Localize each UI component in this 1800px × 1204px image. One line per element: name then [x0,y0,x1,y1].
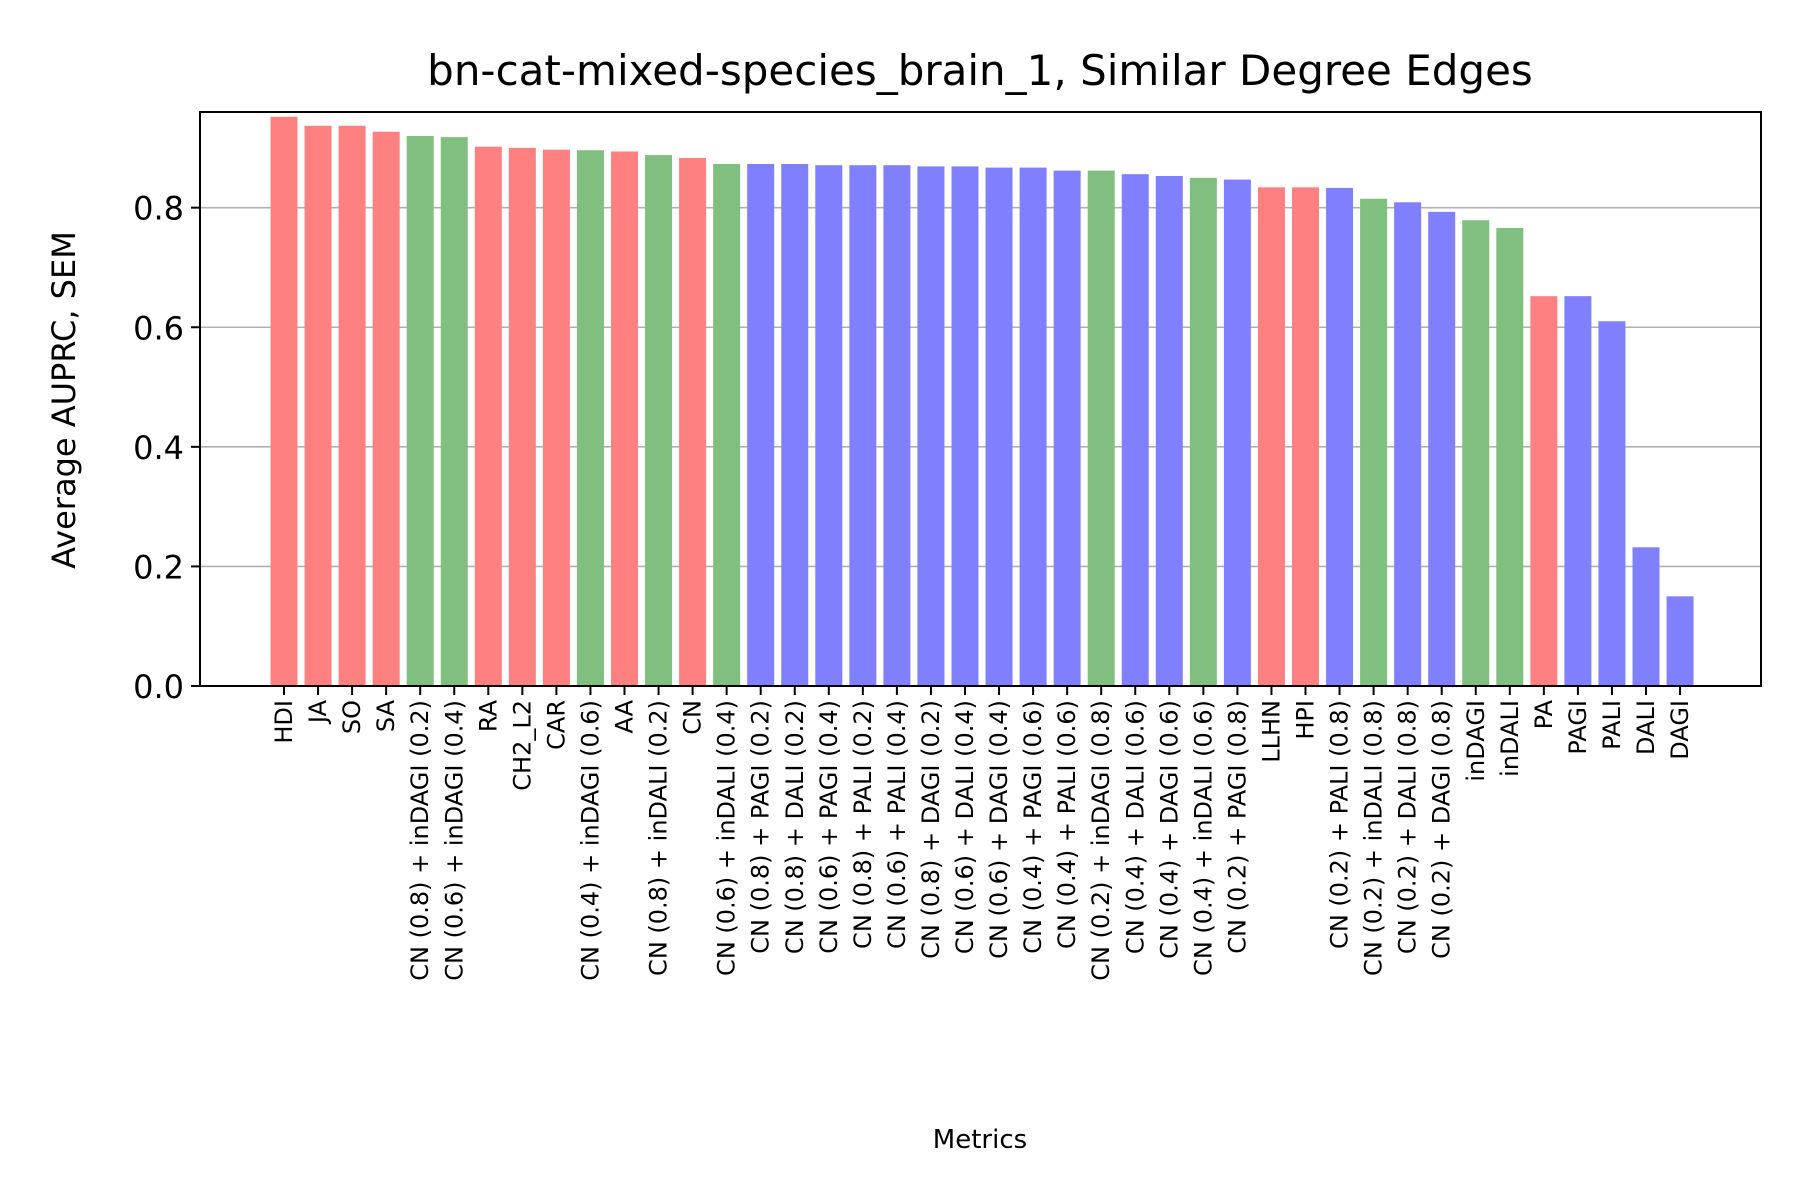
bar [849,165,877,686]
bar [1632,547,1660,686]
y-tick-label: 0.2 [133,548,184,586]
x-tick-label: CN (0.4) + inDALI (0.6) [1189,700,1217,976]
x-tick-label: DALI [1632,700,1660,755]
bar [747,164,775,687]
x-tick-label: CN (0.4) + DAGI (0.6) [1155,700,1183,959]
x-tick-label: JA [304,699,332,725]
bar [1223,179,1251,687]
bar [1121,174,1149,686]
bar [815,165,843,686]
bar [270,116,298,687]
x-tick-label: CN (0.6) + DAGI (0.4) [985,700,1013,959]
grid-lines [200,206,1761,568]
bar [440,137,468,687]
x-tick-label: HDI [270,700,298,744]
bar [1326,187,1354,686]
x-tick-label: CN (0.4) + inDAGI (0.6) [576,700,604,981]
x-tick-label: CN (0.6) + PAGI (0.4) [815,700,843,954]
bar [1666,596,1694,686]
bar [1496,227,1524,686]
x-tick-label: CN (0.4) + DALI (0.6) [1121,700,1149,954]
x-tick-label: AA [611,699,639,733]
plot-frame [199,111,1762,687]
x-tick-label: CN (0.2) + inDAGI (0.8) [1087,700,1115,981]
x-tick-label: CN [679,700,707,735]
x-tick-label: CN (0.8) + PALI (0.2) [849,700,877,949]
bar [679,158,707,687]
bar [406,135,434,686]
x-tick-label: HPI [1292,700,1320,740]
x-tick-label: CN (0.8) + inDAGI (0.2) [406,700,434,981]
y-tick-label: 0.6 [133,309,184,347]
x-tick-label: PALI [1598,700,1626,750]
bar [713,164,741,687]
bar [1019,167,1047,686]
bar [576,150,604,686]
x-tick-label: SO [338,700,366,734]
bar [645,155,673,687]
bars [270,116,1694,687]
bar [781,164,809,687]
bar [508,147,536,686]
x-tick-label: CAR [542,700,570,750]
bar [1053,170,1081,687]
x-tick-label: RA [474,699,502,732]
x-tick-label: CN (0.2) + PALI (0.8) [1326,700,1354,949]
bar [1428,211,1456,686]
bar [1462,220,1490,687]
bar [372,131,400,686]
y-tick-label: 0.0 [133,668,184,706]
bar [1530,296,1558,686]
x-tick-label: PA [1530,699,1558,729]
y-tick-label: 0.8 [133,190,184,228]
x-tick-label: LLHN [1257,700,1285,763]
bar [1360,198,1388,686]
bar [611,151,638,686]
x-tick-label: CN (0.8) + DALI (0.2) [781,700,809,954]
bar [1189,177,1217,687]
x-tick-label: inDALI [1496,700,1524,777]
x-tick-label: CN (0.6) + DALI (0.4) [951,700,979,954]
bar [1087,170,1115,687]
bar [1257,187,1285,686]
x-tick-label: CN (0.2) + inDALI (0.8) [1360,700,1388,976]
bar [474,146,502,686]
y-axis-label: Average AUPRC, SEM [45,231,83,569]
x-tick-label: CH2_L2 [508,700,536,791]
x-tick-label: CN (0.2) + PAGI (0.8) [1223,700,1251,954]
bar [951,166,979,687]
bar [917,166,945,687]
x-tick-label: CN (0.2) + DAGI (0.8) [1428,700,1456,959]
x-axis-ticks: HDI JA SO SA CN (0.8) + inDAGI (0.2) CN (0.6)… [270,686,1694,981]
x-tick-label: inDAGI [1462,700,1490,782]
x-tick-label: CN (0.4) + PALI (0.6) [1053,700,1081,949]
x-tick-label: DAGI [1666,700,1694,760]
x-tick-label: CN (0.6) + inDAGI (0.4) [440,700,468,981]
y-axis-ticks: 0.0 0.2 0.4 0.6 0.8 [133,190,200,706]
bar [1292,187,1319,686]
x-tick-label: SA [372,699,400,732]
x-axis-label: Metrics [933,1125,1027,1155]
bar [883,165,911,686]
bar [542,149,570,686]
x-tick-label: CN (0.8) + PAGI (0.2) [747,700,775,954]
x-tick-label: CN (0.6) + PALI (0.4) [883,700,911,949]
x-tick-label: CN (0.2) + DALI (0.8) [1394,700,1422,954]
x-tick-label: CN (0.8) + inDALI (0.2) [645,700,673,976]
bar [304,125,332,687]
bar [1155,175,1183,686]
bar [985,167,1013,686]
chart-title: bn-cat-mixed-species_brain_1, Similar De… [427,46,1533,95]
x-tick-label: CN (0.4) + PAGI (0.6) [1019,700,1047,954]
bar [1564,296,1592,686]
bar [1394,202,1422,687]
y-tick-label: 0.4 [133,429,184,467]
x-tick-label: CN (0.8) + DAGI (0.2) [917,700,945,959]
bar [1598,321,1626,686]
x-tick-label: PAGI [1564,700,1592,755]
x-tick-label: CN (0.6) + inDALI (0.4) [713,700,741,976]
bar [338,125,366,687]
